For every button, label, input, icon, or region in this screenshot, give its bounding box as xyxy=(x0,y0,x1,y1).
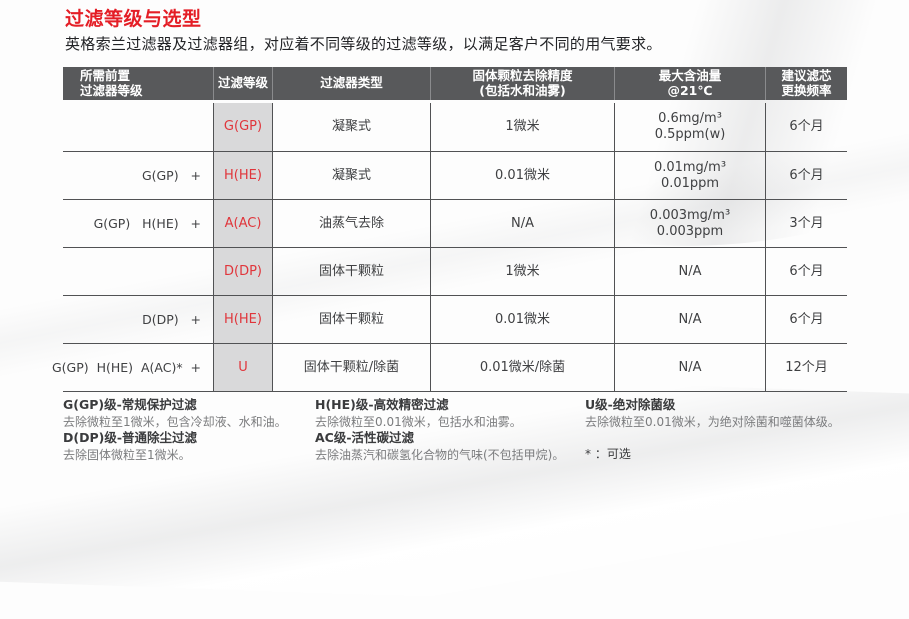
header-filter-type: 过滤器类型 xyxy=(272,67,430,100)
footnote-column-he-ac: H(HE)级-高效精密过滤 去除微粒至0.01微米，包括水和油雾。 AC级-活性… xyxy=(315,397,583,463)
cell-filter-type: 油蒸气去除 xyxy=(272,200,430,247)
footnote-column-u: U级-绝对除菌级 去除微粒至0.01微米，为绝对除菌和噬菌体级。 * ：可选 xyxy=(585,397,863,463)
page-subtitle: 英格索兰过滤器及过滤器组，对应着不同等级的过滤等级，以满足客户不同的用气要求。 xyxy=(65,35,662,53)
table-row: D(DP) 固体干颗粒 1微米 N/A 6个月 xyxy=(63,247,847,295)
cell-grade: G(GP) xyxy=(213,103,272,151)
table-row: G(GP) H(HE) + A(AC) 油蒸气去除 N/A 0.003mg/m³… xyxy=(63,199,847,247)
cell-frequency: 3个月 xyxy=(765,200,847,247)
note-title-he: H(HE)级-高效精密过滤 xyxy=(315,397,449,412)
filter-grade-table: 所需前置 过滤器等级 过滤等级 过滤器类型 固体颗粒去除精度 (包括水和油雾) … xyxy=(51,67,847,392)
header-filter-grade: 过滤等级 xyxy=(213,67,272,100)
cell-precision: 0.01微米/除菌 xyxy=(430,344,614,391)
cell-grade: U xyxy=(213,344,272,391)
cell-precision: 0.01微米 xyxy=(430,152,614,199)
cell-frequency: 6个月 xyxy=(765,152,847,199)
header-pre-filter-grade: 所需前置 过滤器等级 xyxy=(80,68,143,98)
cell-pre-filter: D(DP) + xyxy=(142,311,201,327)
note-title-u: U级-绝对除菌级 xyxy=(585,397,676,412)
cell-oil-content: N/A xyxy=(614,344,765,391)
note-desc-u: 去除微粒至0.01微米，为绝对除菌和噬菌体级。 xyxy=(585,414,840,429)
header-particle-removal: 固体颗粒去除精度 (包括水和油雾) xyxy=(430,67,614,100)
page-title: 过滤等级与选型 xyxy=(65,8,202,30)
note-title-gp: G(GP)级-常规保护过滤 xyxy=(63,397,197,412)
footnote-column-gp-dp: G(GP)级-常规保护过滤 去除微粒至1微米，包含冷却液、水和油。 D(DP)级… xyxy=(63,397,313,463)
table-header-row: 所需前置 过滤器等级 过滤等级 过滤器类型 固体颗粒去除精度 (包括水和油雾) … xyxy=(63,67,847,100)
table-row: G(GP) 凝聚式 1微米 0.6mg/m³ 0.5ppm(w) 6个月 xyxy=(63,103,847,151)
cell-filter-type: 固体干颗粒 xyxy=(272,248,430,295)
cell-pre-filter: G(GP) H(HE) A(AC)* + xyxy=(51,359,201,375)
note-optional-mark: * ：可选 xyxy=(585,447,631,461)
cell-oil-content: 0.01mg/m³ 0.01ppm xyxy=(614,152,765,199)
cell-frequency: 6个月 xyxy=(765,248,847,295)
cell-pre-filter xyxy=(63,248,213,295)
cell-oil-content: 0.003mg/m³ 0.003ppm xyxy=(614,200,765,247)
header-replace-frequency: 建议滤芯 更换频率 xyxy=(765,67,847,100)
cell-grade: H(HE) xyxy=(213,296,272,343)
cell-pre-filter: G(GP) H(HE) + xyxy=(93,215,201,231)
note-title-dp: D(DP)级-普通除尘过滤 xyxy=(63,430,198,445)
cell-frequency: 12个月 xyxy=(765,344,847,391)
cell-filter-type: 凝聚式 xyxy=(272,103,430,151)
cell-frequency: 6个月 xyxy=(765,103,847,151)
cell-oil-content: N/A xyxy=(614,296,765,343)
cell-grade: A(AC) xyxy=(213,200,272,247)
cell-oil-content: 0.6mg/m³ 0.5ppm(w) xyxy=(614,103,765,151)
header-max-oil-content: 最大含油量 @21℃ xyxy=(614,67,765,100)
cell-grade: D(DP) xyxy=(213,248,272,295)
table-row: D(DP) + H(HE) 固体干颗粒 0.01微米 N/A 6个月 xyxy=(63,295,847,343)
cell-filter-type: 固体干颗粒 xyxy=(272,296,430,343)
table-body: G(GP) 凝聚式 1微米 0.6mg/m³ 0.5ppm(w) 6个月 G(G… xyxy=(51,103,847,392)
table-row: G(GP) H(HE) A(AC)* + U 固体干颗粒/除菌 0.01微米/除… xyxy=(51,343,847,391)
cell-precision: 1微米 xyxy=(430,248,614,295)
note-desc-gp: 去除微粒至1微米，包含冷却液、水和油。 xyxy=(63,414,287,429)
cell-grade: H(HE) xyxy=(213,152,272,199)
cell-filter-type: 凝聚式 xyxy=(272,152,430,199)
cell-filter-type: 固体干颗粒/除菌 xyxy=(272,344,430,391)
cell-pre-filter xyxy=(63,103,213,151)
cell-precision: 0.01微米 xyxy=(430,296,614,343)
cell-pre-filter: G(GP) + xyxy=(141,167,201,183)
cell-precision: 1微米 xyxy=(430,103,614,151)
cell-precision: N/A xyxy=(430,200,614,247)
note-desc-dp: 去除固体微粒至1微米。 xyxy=(63,447,191,462)
note-desc-ac: 去除油蒸汽和碳氢化合物的气味(不包括甲烷)。 xyxy=(315,447,565,462)
note-desc-he: 去除微粒至0.01微米，包括水和油雾。 xyxy=(315,414,522,429)
note-title-ac: AC级-活性碳过滤 xyxy=(315,430,415,445)
table-row: G(GP) + H(HE) 凝聚式 0.01微米 0.01mg/m³ 0.01p… xyxy=(63,151,847,199)
cell-frequency: 6个月 xyxy=(765,296,847,343)
cell-oil-content: N/A xyxy=(614,248,765,295)
